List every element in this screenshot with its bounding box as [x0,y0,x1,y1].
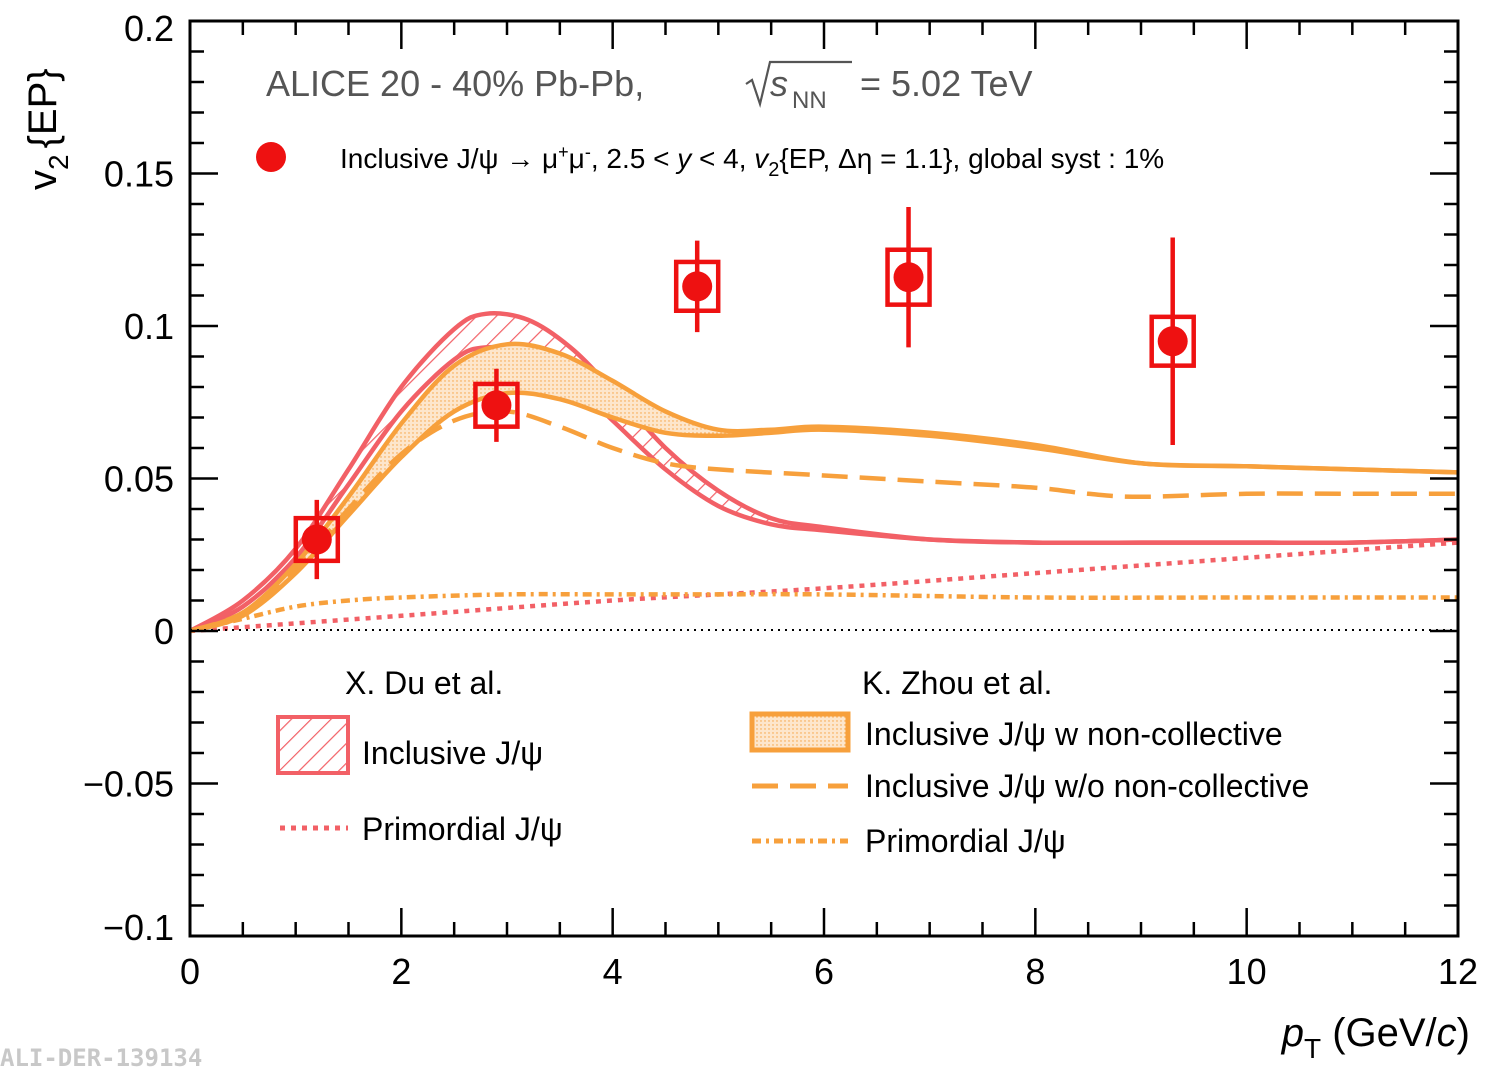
legend-text-data: Inclusive J/ψ → μ+μ-, 2.5 < y < 4, v2{EP… [340,142,1164,181]
legend-label-du-inclusive: Inclusive J/ψ [362,735,543,771]
x-tick-label: 12 [1438,951,1478,992]
legend-label-zhou-with: Inclusive J/ψ w non-collective [865,716,1283,752]
data-point [682,271,713,302]
band-fill-2 [190,343,1458,631]
x-tick-label: 4 [603,951,623,992]
legend-swatch-zhou-with [749,711,851,753]
x-axis-title: pT (GeV/c) [1281,1011,1470,1064]
x-tick-label: 8 [1025,951,1045,992]
y-axis-title: v2{EP} [21,68,74,190]
syst-box [673,259,721,314]
data-points [293,207,1196,580]
legend-label-zhou-without: Inclusive J/ψ w/o non-collective [865,768,1309,804]
band-upper-2 [190,341,1458,634]
watermark-text: ALI-DER-139134 [0,1044,202,1072]
chart-title: ALICE 20 - 40% Pb-Pb, s NN = 5.02 TeV [266,60,1032,114]
legend-zhou: K. Zhou et al. Inclusive J/ψ w non-colle… [749,665,1309,859]
data-point [481,390,512,421]
legend-du-header: X. Du et al. [345,665,503,701]
y-tick-label: −0.05 [83,764,174,805]
title-energy-symbol: s [770,63,788,104]
title-energy-value: = 5.02 TeV [860,63,1032,104]
y-tick-label: 0.05 [104,459,174,500]
x-tick-label: 2 [391,951,411,992]
legend-swatch-du-inclusive [276,715,350,775]
sqrt-sign [745,60,852,109]
legend-label-du-primordial: Primordial J/ψ [362,811,563,847]
band-lower-0 [190,344,1458,634]
syst-box [1149,314,1196,368]
band-lower-2 [190,390,1458,634]
y-tick-label: 0.15 [104,154,174,195]
legend-marker-data [256,142,286,172]
x-tick-label: 6 [814,951,834,992]
axis-ticks [188,19,1460,938]
y-tick-label: 0 [154,611,174,652]
tick-labels: 0 2 4 6 8 10 12 −0.1 −0.05 0 0.05 0.1 0.15 0.2 [83,8,1478,992]
title-energy-sub: NN [792,87,827,114]
curve-3 [190,408,1458,634]
y-tick-label: −0.1 [103,907,174,948]
syst-box [293,515,341,564]
data-legend: Inclusive J/ψ → μ+μ-, 2.5 < y < 4, v2{EP… [256,142,1164,181]
data-point [893,262,924,293]
legend-label-zhou-primordial: Primordial J/ψ [865,823,1066,859]
legend-du: X. Du et al. Inclusive J/ψ Primordial J/… [276,665,563,847]
y-tick-label: 0.1 [124,306,174,347]
data-point [301,524,332,555]
y-tick-label: 0.2 [124,8,174,49]
syst-box [885,247,932,307]
x-tick-label: 10 [1227,951,1267,992]
legend-zhou-header: K. Zhou et al. [862,665,1052,701]
data-point [1157,326,1188,357]
title-text: ALICE 20 - 40% Pb-Pb, [266,63,644,104]
theory-curves [190,311,1458,634]
curve-4 [190,591,1458,634]
x-tick-label: 0 [180,951,200,992]
curve-1 [190,540,1458,634]
syst-box [473,381,520,429]
